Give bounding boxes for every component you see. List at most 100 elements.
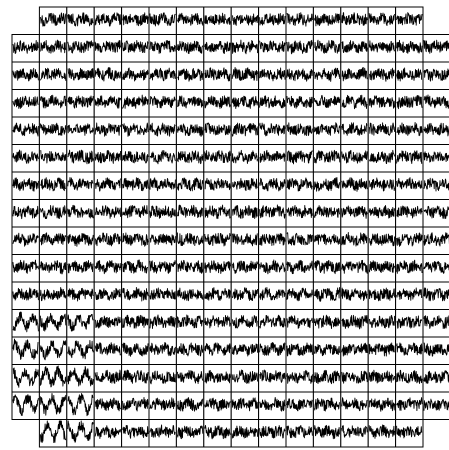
signal-trace (423, 205, 449, 219)
signal-trace (122, 94, 149, 109)
signal-trace (341, 205, 368, 219)
signal-trace (368, 369, 396, 384)
signal-trace (341, 314, 368, 330)
signal-trace (94, 369, 122, 384)
signal-trace (231, 369, 259, 384)
signal-trace (259, 122, 286, 137)
signal-trace (94, 232, 122, 247)
signal-trace (176, 342, 204, 357)
signal-trace (259, 12, 286, 26)
signal-trace (341, 66, 368, 82)
signal-trace (122, 232, 149, 247)
signal-trace (204, 342, 231, 356)
signal-trace (423, 177, 449, 192)
signal-trace (231, 315, 258, 329)
signal-trace (39, 67, 67, 81)
signal-trace (313, 287, 341, 302)
signal-trace (259, 177, 286, 192)
signal-trace (176, 204, 203, 218)
signal-trace (231, 39, 259, 55)
signal-trace (341, 12, 368, 26)
signal-trace (12, 205, 39, 220)
signal-trace (368, 149, 396, 165)
signal-trace (396, 150, 423, 164)
signal-trace (423, 261, 449, 274)
signal-trace (39, 393, 67, 416)
signal-trace (231, 260, 259, 274)
signal-trace (231, 67, 259, 81)
signal-trace (396, 232, 423, 247)
signal-trace (396, 94, 423, 110)
signal-trace (313, 260, 341, 275)
signal-trace (67, 149, 94, 165)
signal-trace (259, 40, 286, 53)
signal-trace (368, 205, 396, 219)
signal-trace (313, 343, 341, 357)
signal-trace (176, 314, 204, 329)
signal-trace (176, 397, 204, 412)
signal-trace (39, 12, 67, 27)
signal-trace (149, 397, 176, 411)
signal-trace (341, 397, 368, 412)
signal-trace (313, 149, 341, 164)
signal-trace (286, 12, 313, 27)
signal-trace (67, 232, 94, 247)
signal-trace (39, 287, 67, 302)
signal-trace (149, 314, 176, 329)
signal-trace (231, 13, 259, 26)
signal-trace (67, 260, 94, 274)
signal-trace (94, 177, 122, 192)
signal-trace (67, 420, 94, 443)
signal-trace (149, 177, 176, 192)
signal-trace (423, 122, 449, 137)
signal-trace (94, 260, 122, 275)
signal-trace (39, 340, 67, 361)
signal-trace (94, 287, 122, 301)
signal-trace (176, 95, 204, 109)
signal-trace (396, 12, 423, 26)
signal-trace (286, 177, 313, 192)
signal-trace (204, 204, 231, 220)
signal-trace (396, 67, 423, 82)
signal-trace (149, 287, 176, 300)
signal-trace (39, 177, 67, 192)
signal-trace (341, 40, 368, 54)
signal-trace (341, 425, 368, 438)
signal-trace (122, 425, 149, 439)
signal-trace (368, 397, 396, 412)
signal-trace (368, 287, 396, 302)
signal-trace (313, 205, 341, 218)
signal-trace (67, 339, 94, 360)
signal-trace (259, 396, 286, 412)
signal-trace (12, 338, 39, 360)
signal-trace (396, 177, 423, 190)
signal-trace (286, 95, 313, 109)
signal-trace (39, 122, 67, 136)
signal-trace (204, 67, 231, 82)
signal-trace (149, 370, 176, 385)
signal-trace (122, 369, 149, 384)
signal-trace (122, 67, 149, 82)
signal-trace (341, 370, 368, 384)
signal-trace (314, 39, 341, 54)
signal-trace (204, 397, 231, 412)
signal-trace (39, 94, 67, 109)
signal-trace (368, 95, 396, 109)
signal-trace (122, 177, 149, 192)
signal-trace (12, 232, 39, 247)
signal-trace (40, 39, 67, 54)
signal-trace (231, 287, 259, 302)
signal-trace (122, 342, 149, 357)
signal-trace (122, 397, 149, 412)
signal-trace (149, 260, 176, 274)
signal-trace (67, 123, 94, 136)
signal-trace (423, 151, 449, 163)
signal-trace (67, 313, 94, 332)
signal-trace (67, 366, 94, 387)
signal-trace (259, 95, 286, 109)
panel (121, 199, 150, 228)
signal-trace (231, 149, 259, 164)
signal-trace (149, 95, 176, 109)
signal-trace (368, 342, 395, 357)
